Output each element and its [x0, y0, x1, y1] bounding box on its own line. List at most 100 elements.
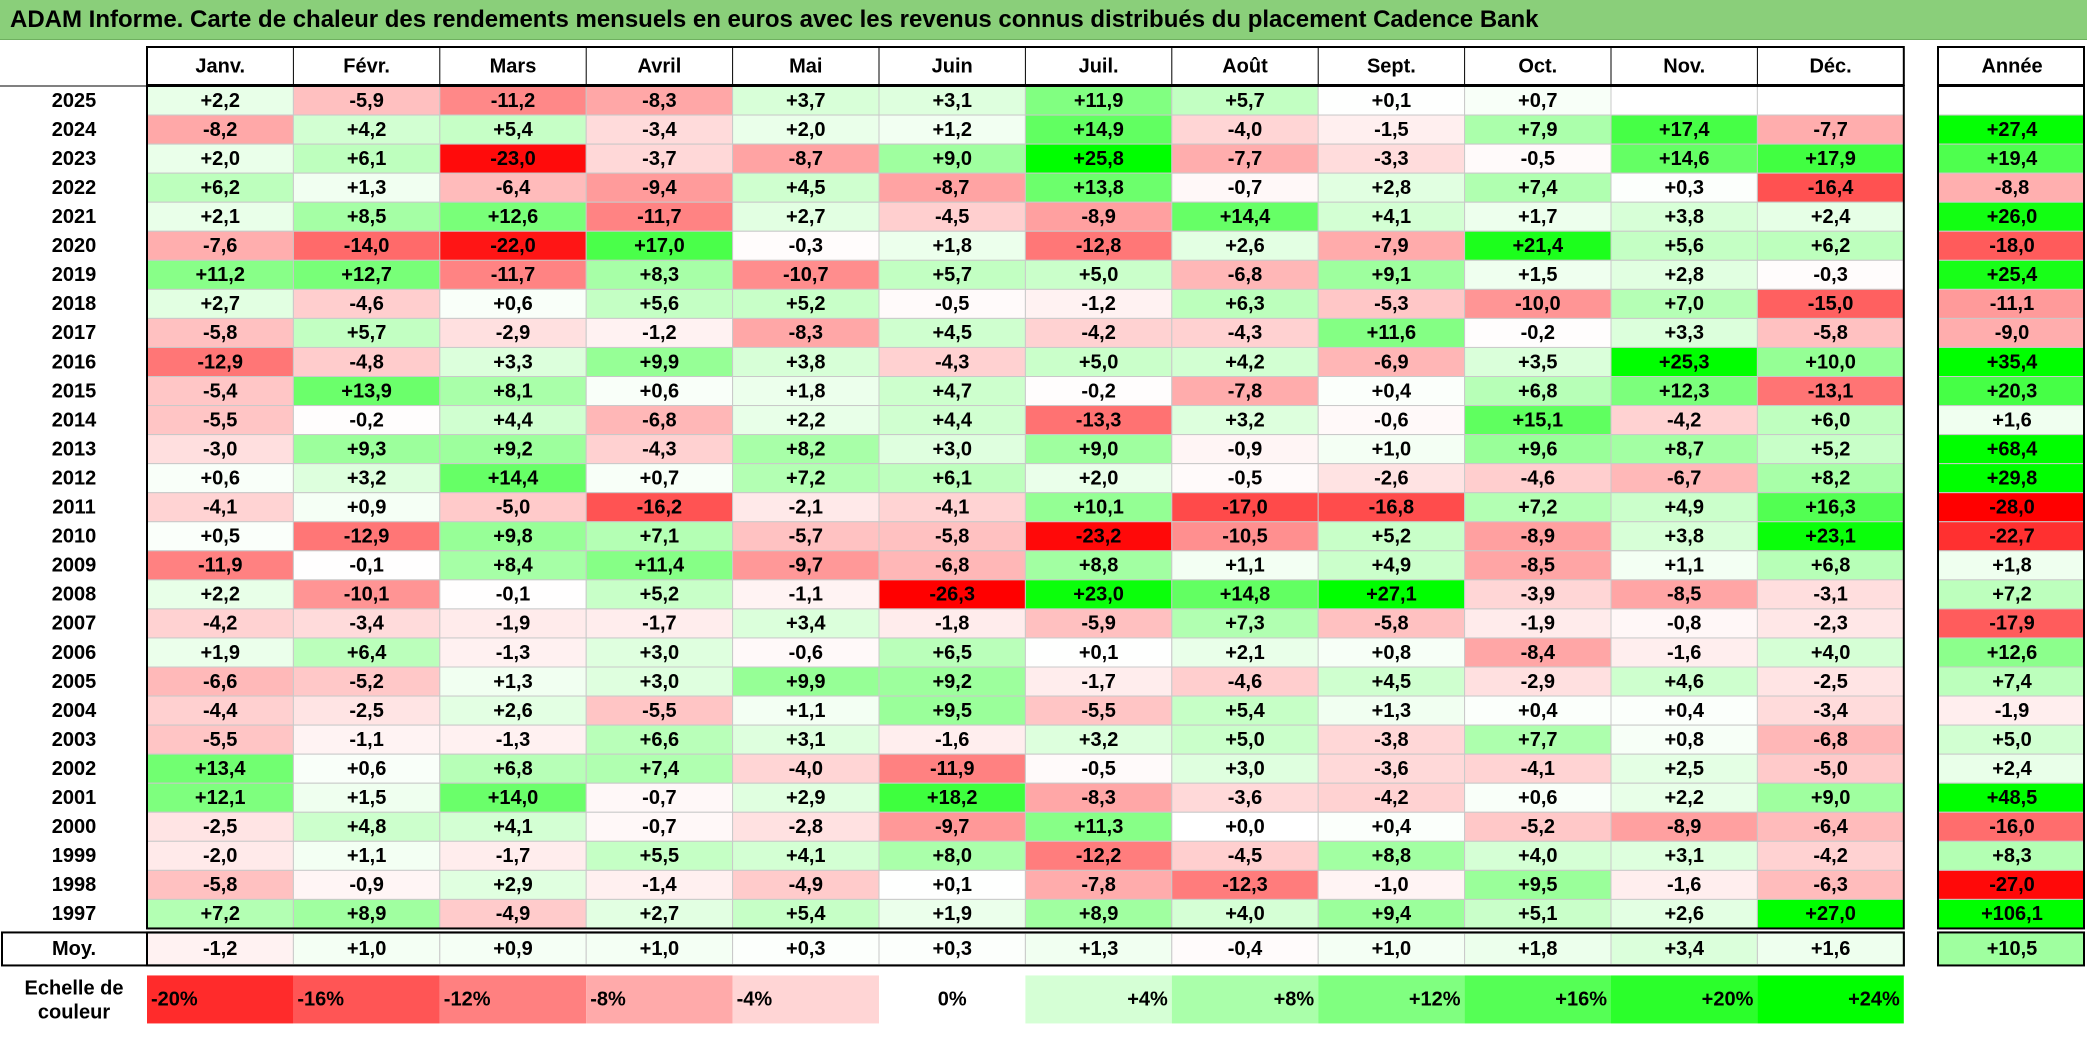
- heatmap-cell: [1171, 346, 1319, 378]
- cell-value: -3,7: [642, 148, 676, 170]
- cell-value: +1,3: [347, 177, 386, 199]
- cell-value: +7,7: [1518, 729, 1557, 751]
- cell-value: +14,8: [1220, 584, 1271, 606]
- cell-value: -4,8: [349, 351, 383, 373]
- heatmap-cell: [1610, 143, 1758, 174]
- row-label: 2005: [52, 671, 97, 693]
- cell-value: -23,0: [490, 148, 536, 170]
- scale-step-label: -16%: [297, 989, 344, 1011]
- heatmap-cell: [1464, 579, 1612, 610]
- heatmap-cell: [1171, 492, 1319, 523]
- heatmap-cell: [1024, 172, 1173, 203]
- year-value: -27,0: [1989, 874, 2035, 896]
- cell-value: +4,0: [1811, 642, 1850, 664]
- heatmap-cell: [439, 869, 587, 900]
- cell-value: +4,2: [1225, 351, 1264, 373]
- average-value: +0,9: [493, 938, 532, 960]
- cell-value: +3,0: [1225, 758, 1264, 780]
- year-value: +5,0: [1992, 729, 2031, 751]
- scale-swatch: [1318, 975, 1465, 1024]
- heatmap-cell: [732, 405, 880, 436]
- cell-value: -0,7: [642, 816, 676, 838]
- heatmap-cell: [439, 405, 587, 436]
- cell-value: -8,5: [1667, 584, 1701, 606]
- heatmap-cell: [1171, 811, 1319, 842]
- heatmap-cell: [439, 492, 587, 523]
- cell-value: -1,2: [642, 322, 676, 344]
- cell-value: -4,1: [203, 497, 237, 519]
- year-cell: [1937, 172, 2085, 203]
- heatmap-cell: [1171, 782, 1319, 813]
- scale-step-label: -12%: [444, 989, 491, 1011]
- heatmap-cell: [146, 376, 294, 407]
- heatmap-cell: [439, 753, 587, 784]
- cell-value: -1,6: [935, 729, 969, 751]
- average-year-cell: [1937, 931, 2085, 967]
- cell-value: -0,9: [349, 874, 383, 896]
- heatmap-cell: [1317, 608, 1466, 639]
- heatmap-cell: [1317, 869, 1466, 900]
- cell-value: +5,4: [786, 903, 826, 925]
- cell-value: -3,3: [1374, 148, 1408, 170]
- scale-swatch: [1025, 975, 1172, 1024]
- cell-value: +23,1: [1805, 526, 1856, 548]
- average-value: +1,0: [640, 938, 679, 960]
- heatmap-cell: [1024, 869, 1173, 900]
- heatmap-cell: [878, 346, 1026, 378]
- cell-value: +8,0: [932, 845, 971, 867]
- heatmap-cell: [1610, 637, 1758, 668]
- cell-value: +9,6: [1518, 438, 1557, 460]
- cell-value: -4,5: [935, 206, 969, 228]
- heatmap-cell: [1317, 666, 1466, 697]
- heatmap-cell: [292, 898, 441, 929]
- heatmap-cell: [585, 463, 734, 494]
- heatmap-cell: [878, 637, 1026, 668]
- cell-value: +10,1: [1073, 497, 1124, 519]
- cell-value: +6,5: [932, 642, 971, 664]
- heatmap-cell: [1171, 695, 1319, 726]
- heatmap-cell: [585, 579, 734, 610]
- row-label: 2000: [52, 816, 97, 838]
- heatmap-cell: [146, 317, 294, 348]
- cell-value: +0,5: [200, 526, 239, 548]
- year-value: +20,3: [1987, 380, 2038, 402]
- cell-value: +6,4: [347, 642, 387, 664]
- cell-value: +0,9: [347, 497, 386, 519]
- row-label: 2014: [52, 409, 97, 431]
- heatmap-cell: [1317, 405, 1466, 436]
- year-value: +29,8: [1987, 467, 2038, 489]
- year-value: -9,0: [1995, 322, 2029, 344]
- cell-value: +2,2: [200, 90, 239, 112]
- cell-value: +17,4: [1659, 119, 1710, 141]
- cell-value: +3,3: [493, 351, 532, 373]
- average-cell: [1317, 932, 1466, 965]
- heatmap-cell: [292, 492, 441, 523]
- cell-value: +3,3: [1664, 322, 1703, 344]
- month-header: Juil.: [1079, 55, 1119, 77]
- cell-value: +13,8: [1073, 177, 1124, 199]
- heatmap-cell: [1024, 637, 1173, 668]
- cell-value: +7,2: [786, 467, 825, 489]
- heatmap-cell: [439, 317, 587, 348]
- cell-value: +7,2: [1518, 497, 1557, 519]
- heatmap-cell: [878, 550, 1026, 581]
- heatmap-cell: [1317, 434, 1466, 465]
- heatmap-cell: [585, 521, 734, 552]
- cell-value: +9,5: [1518, 874, 1557, 896]
- cell-value: -0,7: [1228, 177, 1262, 199]
- heatmap-cell: [1317, 346, 1466, 378]
- cell-value: -15,0: [1808, 293, 1854, 315]
- cell-value: +9,5: [932, 700, 971, 722]
- scale-step-label: +4%: [1127, 989, 1168, 1011]
- cell-value: -1,0: [1374, 874, 1408, 896]
- heatmap-cell: [439, 114, 587, 145]
- cell-value: -7,9: [1374, 235, 1408, 257]
- cell-value: +3,1: [1664, 845, 1703, 867]
- month-header: Août: [1222, 55, 1268, 77]
- scale-swatch: [586, 975, 733, 1024]
- cell-value: -3,4: [1813, 700, 1848, 722]
- cell-value: -4,9: [496, 903, 530, 925]
- cell-value: -12,9: [197, 351, 243, 373]
- heatmap-cell: [878, 869, 1026, 900]
- cell-value: +0,4: [1518, 700, 1558, 722]
